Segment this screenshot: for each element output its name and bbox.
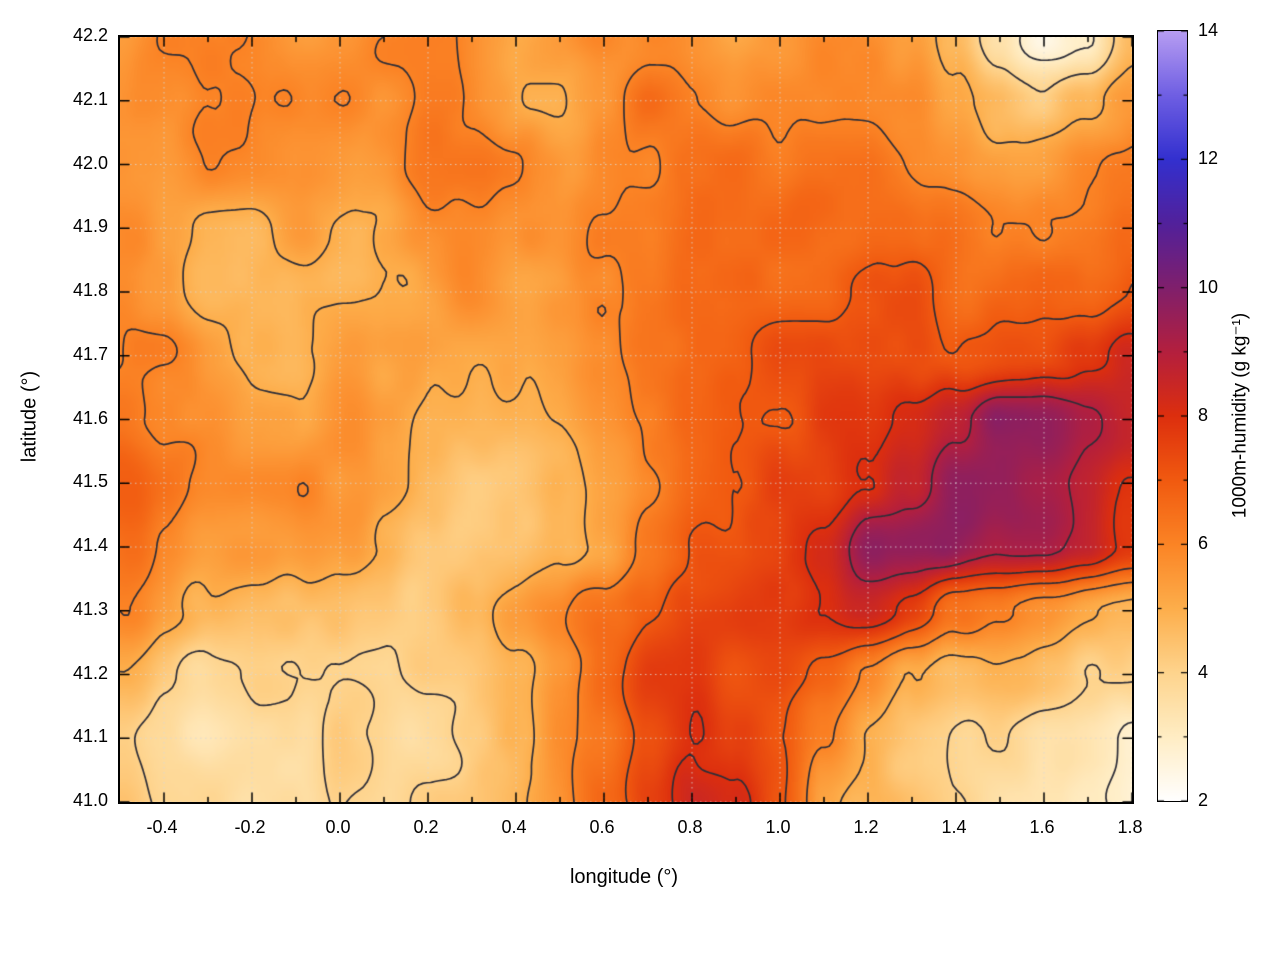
colorbar-title: 1000m-humidity (g kg⁻¹) <box>1229 312 1251 519</box>
x-tick-label: 1.8 <box>1117 817 1143 837</box>
y-tick-label: 41.9 <box>72 216 108 237</box>
heatmap-canvas <box>120 37 1132 802</box>
y-axis-title: latitude (°) <box>18 370 41 463</box>
y-tick-label: 41.1 <box>72 726 108 747</box>
colorbar-tick-label: 10 <box>1198 276 1219 297</box>
colorbar <box>1157 30 1188 802</box>
y-tick-label: 41.5 <box>72 471 108 492</box>
y-tick-label: 41.6 <box>72 407 108 428</box>
y-tick-label: 41.4 <box>72 535 108 555</box>
x-tick-label: -0.4 <box>146 817 178 837</box>
colorbar-gradient-canvas <box>1158 31 1187 801</box>
y-tick-label: 41.0 <box>72 790 108 810</box>
x-tick-label: 1.0 <box>765 817 791 837</box>
x-tick-label: -0.2 <box>234 817 266 837</box>
colorbar-tick-label: 8 <box>1198 405 1209 425</box>
x-tick-label: 0.6 <box>589 817 615 837</box>
colorbar-tick-label: 12 <box>1198 148 1219 169</box>
y-tick-label: 41.3 <box>72 598 108 619</box>
x-tick-label: 1.6 <box>1029 817 1055 837</box>
y-tick-label: 41.7 <box>72 343 108 364</box>
colorbar-tick-label: 4 <box>1198 661 1209 682</box>
plot-area <box>118 35 1134 804</box>
y-tick-label: 42.0 <box>72 152 108 173</box>
x-tick-label: 0.4 <box>501 817 527 837</box>
x-tick-label: 0.0 <box>325 817 351 837</box>
y-tick-label: 42.1 <box>72 88 108 109</box>
colorbar-tick-label: 14 <box>1198 20 1219 40</box>
y-tick-label: 41.2 <box>72 662 108 683</box>
x-axis-title: longitude (°) <box>569 866 679 888</box>
y-tick-label: 41.8 <box>72 280 108 300</box>
x-tick-label: 1.4 <box>941 817 967 837</box>
colorbar-tick-label: 2 <box>1198 790 1209 810</box>
colorbar-tick-label: 6 <box>1198 533 1209 554</box>
x-tick-label: 0.8 <box>677 817 703 837</box>
y-tick-label: 42.2 <box>72 25 108 45</box>
x-tick-label: 1.2 <box>853 817 879 837</box>
x-tick-label: 0.2 <box>413 817 439 837</box>
